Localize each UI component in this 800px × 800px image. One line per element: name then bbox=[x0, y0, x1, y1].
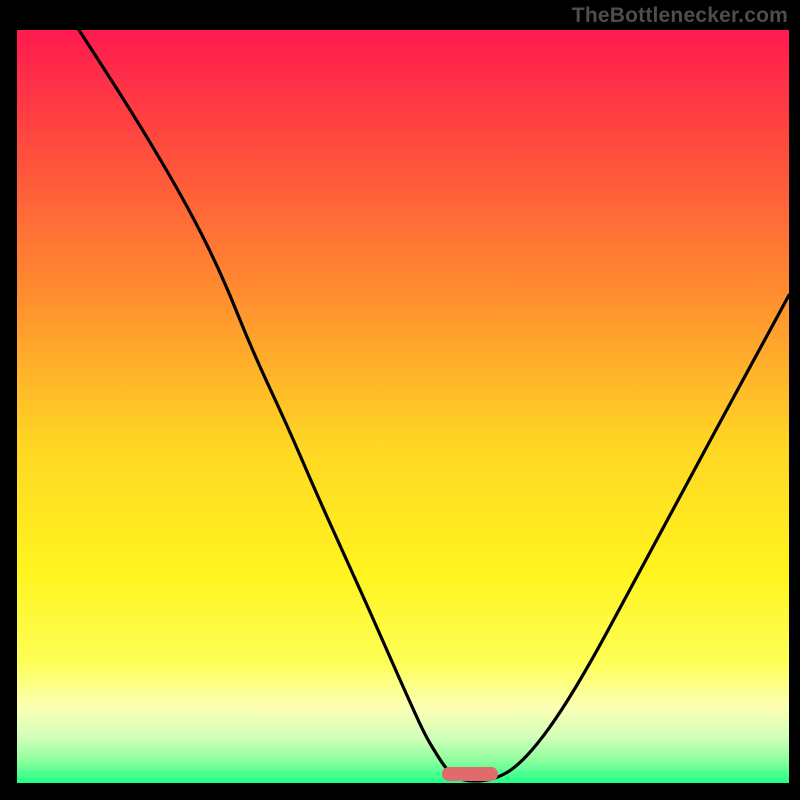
curve-path bbox=[79, 30, 789, 781]
optimal-marker bbox=[442, 767, 498, 781]
frame-right bbox=[789, 0, 800, 800]
frame-bottom bbox=[0, 783, 800, 800]
watermark-text: TheBottlenecker.com bbox=[572, 4, 788, 28]
frame-left bbox=[0, 0, 17, 800]
plot-area bbox=[17, 30, 789, 783]
bottleneck-curve bbox=[17, 30, 789, 783]
